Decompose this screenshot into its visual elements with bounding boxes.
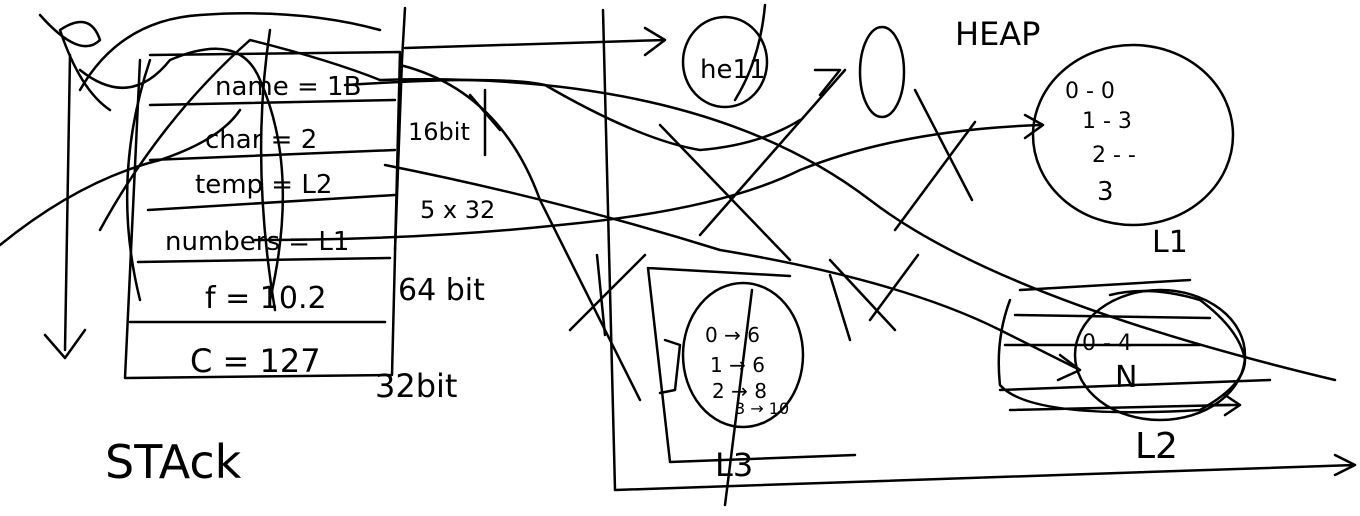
cross-scribble: [893, 88, 977, 232]
size-label: 32bit: [375, 367, 457, 405]
stack-row-divider: [146, 193, 397, 212]
left-down-arrow: [43, 53, 87, 360]
blob-scribble: [733, 3, 767, 102]
cross-scribble: [658, 68, 847, 262]
l3-line: 2 → 8: [712, 379, 767, 403]
heap-horizontal-axis: [613, 453, 1357, 492]
heap-vertical-axis: [601, 8, 617, 492]
l1-line: 3: [1097, 177, 1114, 207]
stack-box: [123, 50, 402, 380]
arrow-numbers-to-l1: [253, 113, 1045, 242]
l1-line: 0 - 0: [1065, 79, 1115, 104]
l3-bracket: [658, 338, 682, 395]
stack-row-divider: [136, 256, 392, 264]
stack-scribble: [38, 12, 382, 112]
l2-line: [998, 378, 1272, 392]
arrow-to-heap-top: [403, 26, 667, 57]
l2-box: [997, 278, 1247, 414]
l1-label: L1: [1152, 225, 1188, 260]
l2-label: L2: [1135, 426, 1178, 467]
size-label: 16bit: [408, 118, 470, 146]
stack-row-divider: [148, 148, 397, 162]
stack-cell: C = 127: [190, 342, 321, 380]
blob-he-text: he11: [700, 55, 766, 85]
stack-right-line: [393, 6, 407, 252]
l2-line-text: N: [1115, 360, 1137, 395]
arrow-temp-to-l2: [383, 163, 1082, 382]
l3-line: 3 → 10: [735, 399, 789, 418]
l3-line: 0 → 6: [705, 323, 760, 347]
size-label: 64 bit: [398, 273, 485, 308]
l3-box: [646, 266, 857, 464]
stack-title: STAck: [105, 435, 242, 489]
zero-oval: [858, 25, 906, 119]
connector-arrows: [253, 63, 1337, 417]
cross-scribble: [828, 253, 920, 342]
l3-line: 1 → 6: [710, 353, 765, 377]
arrow-down-diagonal: [398, 63, 642, 402]
stack-cell: name = 1B: [215, 72, 361, 102]
stack-scribble: [78, 38, 382, 302]
l3-label: L3: [715, 446, 753, 484]
blob-he: [681, 15, 769, 109]
l1-circle: [1031, 43, 1235, 227]
stack-region: name = 1B char = 2 temp = L2 numbers = L…: [0, 6, 502, 489]
l2-line: [1008, 403, 1232, 412]
stack-scribble: [0, 28, 277, 312]
size-label: 5 x 32: [420, 196, 495, 224]
stack-row-divider: [148, 98, 397, 107]
l2-line-text: 0 - 4: [1082, 331, 1132, 356]
cross-scribble: [568, 253, 647, 337]
l2-circle: [1073, 288, 1247, 422]
stack-cell: temp = L2: [195, 170, 332, 200]
heap-region: HEAP he11 0 - 0 1 - 3 2 - - 3 L1 0 - 4 N…: [403, 3, 1357, 507]
stack-cell: f = 10.2: [205, 281, 327, 316]
l1-line: 2 - -: [1092, 143, 1136, 168]
l3-circle: [681, 281, 805, 429]
arrow-to-l2-bottom: [1208, 393, 1242, 417]
arrow-long-right: [378, 78, 1337, 382]
l1-line: 1 - 3: [1082, 109, 1132, 134]
stack-cell: char = 2: [205, 125, 317, 155]
stack-cell: numbers = L1: [165, 227, 349, 257]
l3-divider: [723, 288, 754, 507]
heap-title: HEAP: [955, 15, 1040, 53]
